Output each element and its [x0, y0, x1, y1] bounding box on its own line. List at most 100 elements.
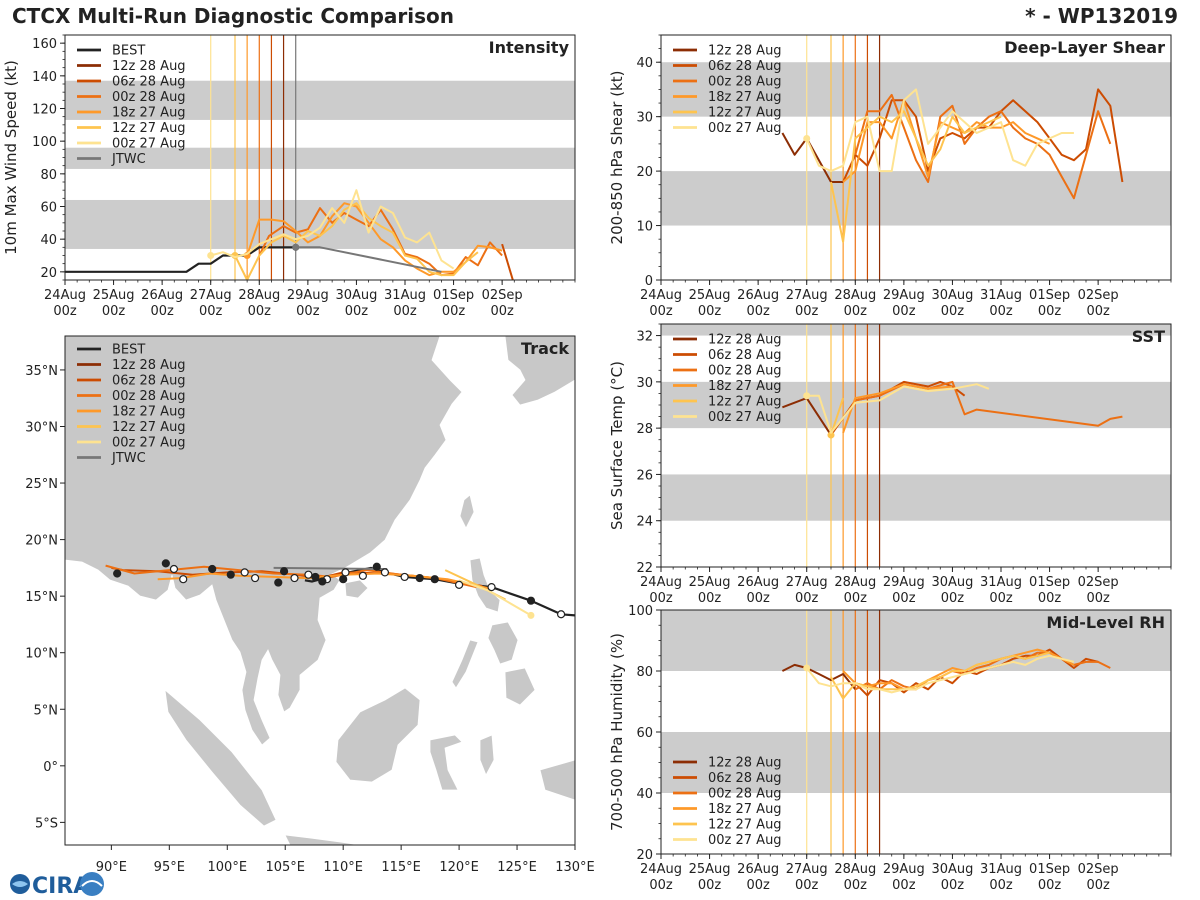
track-legend-label: 06z 28 Aug [112, 374, 186, 389]
intensity-xtick-hour: 00z [296, 304, 320, 319]
intensity-xtick-hour: 00z [393, 304, 417, 319]
intensity-ytick-label: 60 [40, 201, 57, 216]
borneo-island [335, 687, 421, 783]
intensity-legend-label: 00z 27 Aug [112, 137, 186, 152]
rh-xtick-day: 25Aug [689, 862, 731, 877]
sst-ytick-label: 22 [636, 561, 653, 576]
track-ytick-label: 35°N [25, 364, 58, 379]
track-xtick-label: 120°E [439, 860, 479, 875]
sst-legend-label: 18z 27 Aug [708, 379, 782, 394]
sst-xtick-hour: 00z [698, 591, 722, 606]
sst-xtick-hour: 00z [795, 591, 819, 606]
intensity-xtick-day: 30Aug [335, 288, 377, 303]
sst-marker-00z-27-aug [803, 392, 811, 400]
rh-xtick-day: 26Aug [737, 862, 779, 877]
rh-xtick-hour: 00z [892, 878, 916, 893]
sst-xtick-day: 01Sep [1029, 575, 1070, 590]
shear-xtick-day: 24Aug [640, 288, 682, 303]
track-legend-label: 00z 27 Aug [112, 436, 186, 451]
rh-legend-label: 06z 28 Aug [708, 771, 782, 786]
intensity-band-1 [65, 147, 575, 169]
intensity-legend-label: BEST [112, 44, 145, 59]
intensity-series-12z-27-aug [234, 202, 479, 280]
sst-legend-label: 00z 27 Aug [708, 410, 782, 425]
rh-xtick-hour: 00z [698, 878, 722, 893]
sst-ytick-label: 28 [636, 422, 653, 437]
shear-series-00z-27-aug [805, 88, 1074, 173]
shear-xtick-hour: 00z [746, 304, 770, 319]
rh-ytick-label: 100 [628, 604, 653, 619]
shear-ytick-label: 20 [636, 165, 653, 180]
track-best-point [372, 562, 381, 571]
shear-series-06z-28-aug [842, 88, 1124, 183]
rh-xtick-hour: 00z [1086, 878, 1110, 893]
track-legend-label: BEST [112, 343, 145, 358]
shear-xtick-day: 29Aug [883, 288, 925, 303]
intensity-xtick-day: 01Sep [433, 288, 474, 303]
intensity-xtick-day: 24Aug [44, 288, 86, 303]
intensity-ylabel: 10m Max Wind Speed (kt) [2, 60, 20, 255]
track-best-point [113, 569, 122, 578]
rh-xtick-hour: 00z [941, 878, 965, 893]
shear-ytick-label: 0 [645, 274, 653, 289]
track-best-point [430, 575, 439, 584]
sst-panel-title: SST [1132, 327, 1165, 346]
rh-xtick-day: 24Aug [640, 862, 682, 877]
shear-xtick-day: 25Aug [689, 288, 731, 303]
intensity-ytick-label: 100 [32, 135, 57, 150]
shear-legend-label: 00z 28 Aug [708, 75, 782, 90]
shear-xtick-day: 28Aug [834, 288, 876, 303]
cira-logo: CIRA [10, 872, 104, 899]
track-plot-area [105, 559, 575, 619]
shear-legend-label: 12z 28 Aug [708, 44, 782, 59]
track-legend-label: 00z 28 Aug [112, 389, 186, 404]
sst-legend-label: 12z 28 Aug [708, 333, 782, 348]
rh-band-0 [661, 732, 1171, 793]
track-xtick-label: 110°E [323, 860, 363, 875]
sumatra-island [164, 689, 277, 827]
sst-xtick-day: 29Aug [883, 575, 925, 590]
sst-series-00z-27-aug [806, 383, 990, 434]
track-legend-label: 18z 27 Aug [112, 405, 186, 420]
sst-plot-background [661, 324, 1171, 567]
sulawesi-island [429, 734, 463, 791]
rh-legend-label: 18z 27 Aug [708, 802, 782, 817]
intensity-panel-title: Intensity [489, 38, 570, 57]
track-best-point [556, 610, 566, 619]
sst-xtick-hour: 00z [649, 591, 673, 606]
intensity-series-00z-28-aug [258, 207, 503, 277]
shear-legend-label: 12z 27 Aug [708, 106, 782, 121]
sst-panel: 22242628303224Aug00z25Aug00z26Aug00z27Au… [608, 323, 1172, 606]
intensity-xtick-hour: 00z [53, 304, 77, 319]
track-best-point [526, 596, 536, 605]
track-best-point [274, 578, 283, 587]
shear-xtick-day: 27Aug [786, 288, 828, 303]
sst-xtick-hour: 00z [746, 591, 770, 606]
intensity-series-00z-27-aug [210, 189, 455, 270]
rh-legend-label: 00z 28 Aug [708, 787, 782, 802]
philippines-islands [451, 557, 536, 706]
page-title: CTCX Multi-Run Diagnostic Comparison [12, 4, 454, 28]
track-best-point [290, 573, 299, 583]
intensity-ytick-label: 120 [32, 103, 57, 118]
rh-ytick-label: 60 [636, 726, 653, 741]
intensity-xtick-day: 26Aug [141, 288, 183, 303]
track-best-point [208, 564, 217, 574]
rh-plot-area [661, 610, 1171, 854]
rh-xtick-day: 02Sep [1078, 862, 1119, 877]
sst-xtick-day: 24Aug [640, 575, 682, 590]
track-best-point [169, 564, 179, 574]
track-xtick-label: 95°E [154, 860, 185, 875]
intensity-ytick-label: 80 [40, 168, 57, 183]
sst-plot-area [661, 324, 1171, 567]
rh-series-18z-27-aug [842, 648, 1075, 691]
shear-panel-title: Deep-Layer Shear [1004, 38, 1165, 57]
sst-ytick-label: 24 [636, 515, 653, 530]
track-xtick-label: 115°E [381, 860, 421, 875]
track-best-point [279, 567, 289, 576]
shear-band-0 [661, 171, 1171, 226]
shear-legend-label: 18z 27 Aug [708, 90, 782, 105]
sst-band-2 [661, 324, 1171, 336]
shear-series-12z-28-aug [781, 132, 844, 183]
